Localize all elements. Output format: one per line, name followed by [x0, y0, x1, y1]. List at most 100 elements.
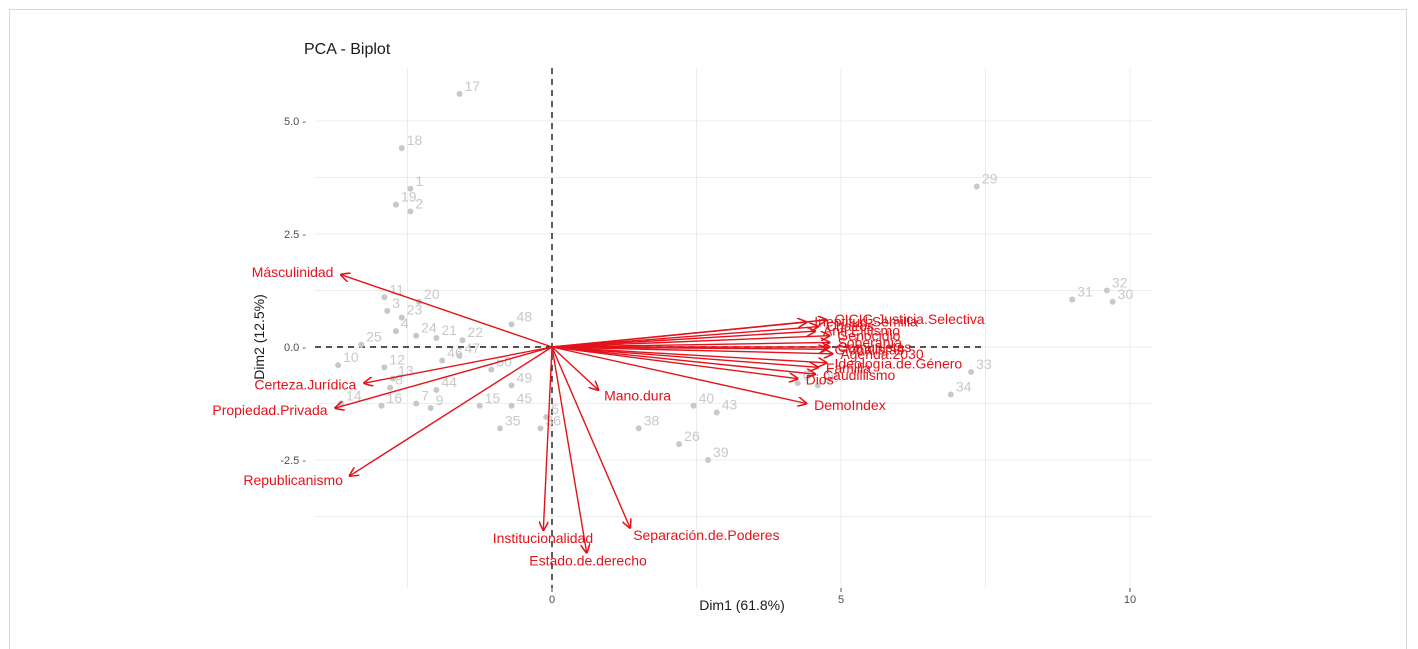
individual-point — [508, 402, 515, 409]
y-tick-label: 2.5 - — [284, 229, 306, 241]
variable-arrow — [551, 336, 829, 348]
variable-arrow — [543, 346, 553, 530]
individual-label: 46 — [447, 345, 463, 361]
x-axis-title: Dim1 (61.8%) — [699, 597, 785, 613]
individual-label: 34 — [956, 378, 972, 394]
individual-point — [413, 332, 420, 339]
individual-label: 49 — [517, 369, 533, 385]
individual-point — [814, 382, 821, 389]
variable-arrow — [551, 346, 798, 379]
variable-label: Ineptitud.Semilla — [814, 313, 918, 329]
individual-point — [413, 400, 420, 407]
individual-point — [705, 457, 712, 463]
individual-label: 38 — [644, 412, 660, 428]
variable-arrow — [551, 346, 598, 390]
individual-label: 28 — [823, 369, 839, 385]
variable-label: Chairos — [826, 318, 874, 334]
chart-title: PCA - Biplot — [304, 41, 391, 58]
variable-arrow — [551, 346, 630, 528]
variable-label: DemoIndex — [814, 397, 886, 413]
individual-label: 29 — [982, 171, 998, 187]
variable-label: Mano.dura — [604, 387, 671, 403]
individual-point — [427, 405, 434, 412]
variable-arrow — [551, 346, 818, 367]
individual-label: 7 — [421, 388, 429, 404]
individual-label: 4 — [401, 315, 409, 331]
variable-label: Caudillismo — [823, 367, 896, 383]
individual-point — [407, 185, 414, 192]
individual-label: 2 — [415, 195, 423, 211]
individual-point — [459, 337, 466, 344]
individual-point — [476, 402, 483, 409]
variable-label: Másculinidad — [252, 264, 334, 280]
individual-point — [439, 357, 446, 364]
individual-label: 21 — [441, 322, 457, 338]
individual-label: 26 — [684, 428, 700, 444]
y-tick-label: 5.0 - — [284, 116, 306, 128]
individual-label: 5 — [551, 401, 559, 417]
individual-label: 39 — [713, 444, 729, 460]
individual-point — [1069, 296, 1076, 303]
variable-arrow — [551, 347, 827, 349]
individual-label: 48 — [517, 308, 533, 324]
individual-point — [794, 380, 801, 387]
individual-point — [433, 334, 440, 341]
individual-label: 10 — [343, 349, 359, 365]
individual-label: 44 — [441, 374, 457, 390]
variable-label: Genocidio — [837, 327, 900, 343]
individual-label: 31 — [1077, 284, 1093, 300]
variable-label: Soberanía — [837, 334, 902, 350]
individual-point — [947, 391, 954, 398]
individual-point — [1109, 298, 1116, 305]
variable-label: Agenda.2030 — [840, 346, 924, 362]
individual-point — [398, 145, 405, 152]
individual-label: 35 — [505, 412, 521, 428]
individual-point — [381, 364, 388, 371]
individual-point — [407, 208, 414, 215]
variable-label: Dios — [806, 372, 834, 388]
individual-label: 30 — [1118, 286, 1134, 302]
individual-point — [392, 328, 399, 335]
individual-label: 12 — [389, 351, 405, 367]
x-tick-label: 10 — [1124, 594, 1136, 606]
variable-label: Ideología.de.Género — [835, 355, 963, 371]
individual-label: 43 — [722, 397, 738, 413]
individual-label: 8 — [395, 372, 403, 388]
individual-point — [508, 382, 515, 389]
individual-point — [398, 314, 405, 321]
axes-layer: 0 5 10 -2.5 - 0.0 - 2.5 - 5.0 - — [280, 116, 1136, 606]
individual-label: 20 — [424, 286, 440, 302]
variable-arrow — [364, 346, 553, 383]
individual-point — [433, 386, 440, 393]
variable-arrow — [335, 346, 553, 408]
individual-point — [713, 409, 720, 416]
variable-arrow — [551, 342, 829, 348]
variable-label: Comunistas — [837, 339, 911, 355]
individual-point — [690, 402, 697, 409]
variable-label: Institucionalidad — [493, 530, 593, 546]
individual-point — [508, 321, 515, 328]
individual-label: 45 — [517, 390, 533, 406]
chart-frame: 17 18 1 19 2 29 32 31 30 11 20 3 23 48 4 24 21 22 25 47 46 10… — [9, 9, 1407, 649]
variable-arrow — [551, 322, 806, 348]
variable-arrow — [551, 331, 815, 348]
individual-label: 24 — [421, 320, 437, 336]
individual-label: 11 — [389, 281, 404, 297]
variable-arrow — [341, 275, 553, 348]
variable-label: Anti.Elitismo — [823, 323, 900, 339]
individual-point — [335, 362, 342, 369]
individual-label: 22 — [467, 324, 483, 340]
individual-label: 18 — [407, 132, 423, 148]
individual-label: 9 — [436, 392, 444, 408]
individual-label: 40 — [699, 390, 715, 406]
individual-point — [968, 368, 975, 375]
individual-point — [543, 414, 550, 421]
individual-point — [358, 341, 365, 348]
individual-label: 14 — [346, 388, 362, 404]
individual-point — [496, 425, 503, 432]
x-tick-label: 0 — [549, 594, 555, 606]
individual-label: 32 — [1112, 275, 1128, 291]
y-axis-title: Dim2 (12.5%) — [251, 294, 267, 380]
